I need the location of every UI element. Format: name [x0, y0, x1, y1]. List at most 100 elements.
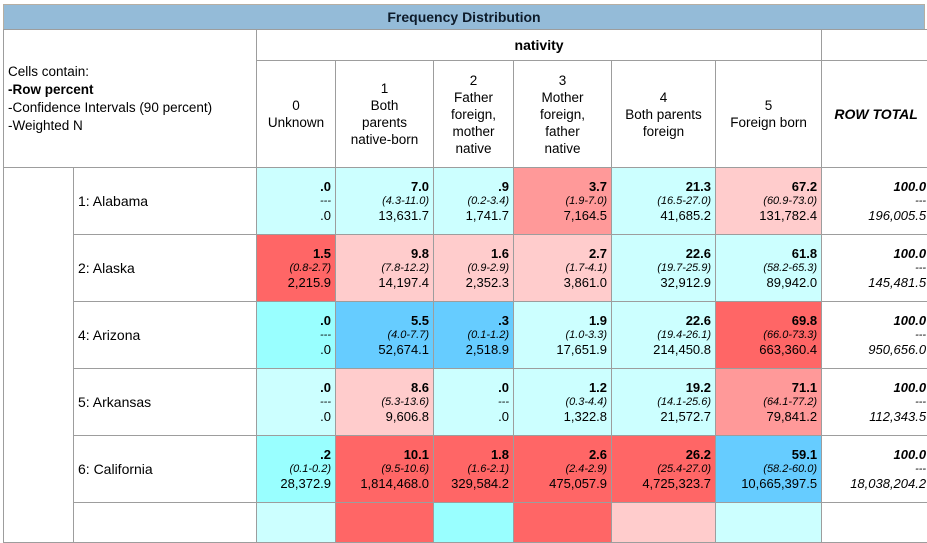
confidence-interval: (58.2-60.0)	[720, 463, 817, 476]
weighted-n: 2,518.9	[438, 342, 509, 358]
weighted-n: .0	[261, 342, 331, 358]
confidence-interval: (1.0-3.3)	[518, 329, 607, 342]
row-total-weighted-n: 145,481.5	[826, 275, 926, 291]
weighted-n: 17,651.9	[518, 342, 607, 358]
confidence-interval: (1.9-7.0)	[518, 195, 607, 208]
stub-spacer-cell	[4, 168, 74, 543]
confidence-interval: (19.4-26.1)	[616, 329, 711, 342]
row-percent: 69.8	[720, 313, 817, 329]
nativity-group-header: nativity	[257, 30, 822, 61]
weighted-n: 32,912.9	[616, 275, 711, 291]
row-total-percent: 100.0	[826, 179, 926, 195]
row-percent: 67.2	[720, 179, 817, 195]
confidence-interval: (0.1-1.2)	[438, 329, 509, 342]
row-total-percent: 100.0	[826, 246, 926, 262]
data-cell: .9 (0.2-3.4) 1,741.7	[434, 168, 514, 235]
weighted-n: 28,372.9	[261, 476, 331, 492]
report-title-bar: Frequency Distribution	[3, 4, 925, 30]
confidence-interval: (19.7-25.9)	[616, 262, 711, 275]
weighted-n: .0	[261, 409, 331, 425]
legend-line-ci: -Confidence Intervals (90 percent)	[8, 99, 252, 117]
row-percent: 1.9	[518, 313, 607, 329]
weighted-n: 131,782.4	[720, 208, 817, 224]
weighted-n: 663,360.4	[720, 342, 817, 358]
data-cell: 2.7 (1.7-4.1) 3,861.0	[514, 235, 612, 302]
weighted-n: 214,450.8	[616, 342, 711, 358]
row-total-dashes: ---	[826, 396, 926, 409]
confidence-interval: ---	[261, 329, 331, 342]
weighted-n: 13,631.7	[340, 208, 429, 224]
data-cell: 19.2 (14.1-25.6) 21,572.7	[612, 369, 716, 436]
weighted-n: 7,164.5	[518, 208, 607, 224]
confidence-interval: (0.3-4.4)	[518, 396, 607, 409]
weighted-n: 329,584.2	[438, 476, 509, 492]
data-cell: .0 --- .0	[434, 369, 514, 436]
row-label: 5: Arkansas	[74, 369, 257, 436]
row-total-dashes: ---	[826, 262, 926, 275]
confidence-interval: (0.1-0.2)	[261, 463, 331, 476]
data-cell: 9.8 (7.8-12.2) 14,197.4	[336, 235, 434, 302]
row-percent: 3.7	[518, 179, 607, 195]
confidence-interval: (25.4-27.0)	[616, 463, 711, 476]
row-percent: 59.1	[720, 447, 817, 463]
row-total-dashes: ---	[826, 329, 926, 342]
weighted-n: 79,841.2	[720, 409, 817, 425]
column-label: Father foreign, mother native	[438, 89, 509, 157]
column-header: 5 Foreign born	[716, 61, 822, 168]
weighted-n: 41,685.2	[616, 208, 711, 224]
data-cell: .0 --- .0	[257, 168, 336, 235]
data-cell: .0 --- .0	[257, 369, 336, 436]
data-cell: 67.2 (60.9-73.0) 131,782.4	[716, 168, 822, 235]
column-header: 0 Unknown	[257, 61, 336, 168]
confidence-interval: (0.8-2.7)	[261, 262, 331, 275]
row-percent: 26.2	[616, 447, 711, 463]
weighted-n: 10,665,397.5	[720, 476, 817, 492]
weighted-n: 2,215.9	[261, 275, 331, 291]
column-header: 1 Both parents native-born	[336, 61, 434, 168]
confidence-interval: (7.8-12.2)	[340, 262, 429, 275]
weighted-n: 9,606.8	[340, 409, 429, 425]
confidence-interval: (0.9-2.9)	[438, 262, 509, 275]
row-percent: .9	[438, 179, 509, 195]
row-percent: 10.1	[340, 447, 429, 463]
row-total-cell: 100.0 --- 112,343.5	[822, 369, 927, 436]
column-label: Foreign born	[720, 114, 817, 131]
row-total-cell: 100.0 --- 18,038,204.2	[822, 436, 927, 503]
weighted-n: .0	[261, 208, 331, 224]
row-total-weighted-n: 196,005.5	[826, 208, 926, 224]
confidence-interval: (60.9-73.0)	[720, 195, 817, 208]
data-cell: .0 --- .0	[257, 302, 336, 369]
data-cell: 1.6 (0.9-2.9) 2,352.3	[434, 235, 514, 302]
weighted-n: 1,322.8	[518, 409, 607, 425]
data-cell	[612, 503, 716, 543]
data-cell: 22.6 (19.4-26.1) 214,450.8	[612, 302, 716, 369]
data-cell: 1.8 (1.6-2.1) 329,584.2	[434, 436, 514, 503]
legend-line: Cells contain:	[8, 63, 252, 81]
data-cell	[257, 503, 336, 543]
row-label: 2: Alaska	[74, 235, 257, 302]
weighted-n: 2,352.3	[438, 275, 509, 291]
row-label	[74, 503, 257, 543]
table-row: 6: California .2 (0.1-0.2) 28,372.9 10.1…	[4, 436, 927, 503]
row-percent: .0	[261, 179, 331, 195]
column-header: 4 Both parents foreign	[612, 61, 716, 168]
data-cell: 1.2 (0.3-4.4) 1,322.8	[514, 369, 612, 436]
column-code: 3	[518, 72, 607, 89]
row-percent: 21.3	[616, 179, 711, 195]
weighted-n: 4,725,323.7	[616, 476, 711, 492]
row-label: 6: California	[74, 436, 257, 503]
confidence-interval: (1.7-4.1)	[518, 262, 607, 275]
confidence-interval: ---	[261, 195, 331, 208]
row-percent: .2	[261, 447, 331, 463]
row-total-weighted-n: 18,038,204.2	[826, 476, 926, 492]
partial-row	[4, 503, 927, 543]
data-cell: 7.0 (4.3-11.0) 13,631.7	[336, 168, 434, 235]
confidence-interval: (2.4-2.9)	[518, 463, 607, 476]
weighted-n: 475,057.9	[518, 476, 607, 492]
cells-contain-legend: Cells contain: -Row percent -Confidence …	[4, 30, 257, 168]
row-percent: 19.2	[616, 380, 711, 396]
table-row: 1: Alabama .0 --- .0 7.0 (4.3-11.0) 13,6…	[4, 168, 927, 235]
confidence-interval: (64.1-77.2)	[720, 396, 817, 409]
row-percent: 5.5	[340, 313, 429, 329]
data-cell: 26.2 (25.4-27.0) 4,725,323.7	[612, 436, 716, 503]
